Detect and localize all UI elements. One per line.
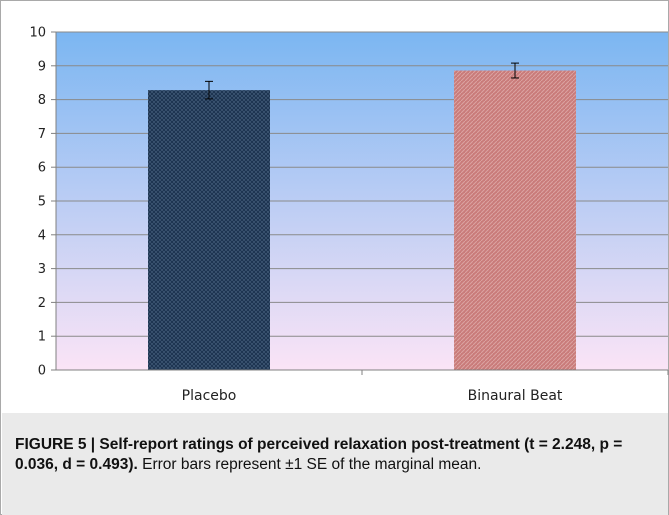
error-bars: [205, 62, 519, 100]
y-tick-label: 1: [38, 330, 46, 345]
x-axis: Placebo Binaural Beat: [182, 370, 669, 404]
y-tick-label: 6: [38, 161, 46, 176]
x-category-label: Binaural Beat: [468, 388, 563, 404]
y-tick-label: 5: [38, 195, 46, 210]
y-tick-label: 0: [38, 364, 46, 379]
y-tick-label: 4: [38, 228, 46, 243]
caption-stats: (t = 2.248, p = 0.036, d = 0.493).: [15, 436, 623, 473]
y-axis: 0 1 2 3 4 5 6 7 8 9 10: [29, 26, 56, 379]
bars: [148, 70, 576, 371]
y-tick-label: 3: [38, 262, 46, 277]
caption-label: FIGURE 5 | Self-report ratings of percei…: [15, 436, 520, 453]
bar-binaural-beat: [454, 70, 576, 371]
bar-chart: 0 1 2 3 4 5 6 7 8 9 10 Placebo Binaural Beat: [29, 26, 669, 404]
caption-text: Error bars represent ±1 SE of the margin…: [137, 456, 482, 473]
bar-placebo: [148, 90, 270, 371]
y-tick-label: 9: [38, 59, 46, 74]
figure-caption: FIGURE 5 | Self-report ratings of percei…: [15, 435, 655, 475]
y-tick-label: 10: [29, 26, 46, 41]
x-category-label: Placebo: [182, 388, 237, 404]
caption-band: [2, 413, 668, 515]
y-tick-label: 8: [38, 93, 46, 108]
y-tick-label: 7: [38, 127, 46, 142]
y-tick-label: 2: [38, 296, 46, 311]
